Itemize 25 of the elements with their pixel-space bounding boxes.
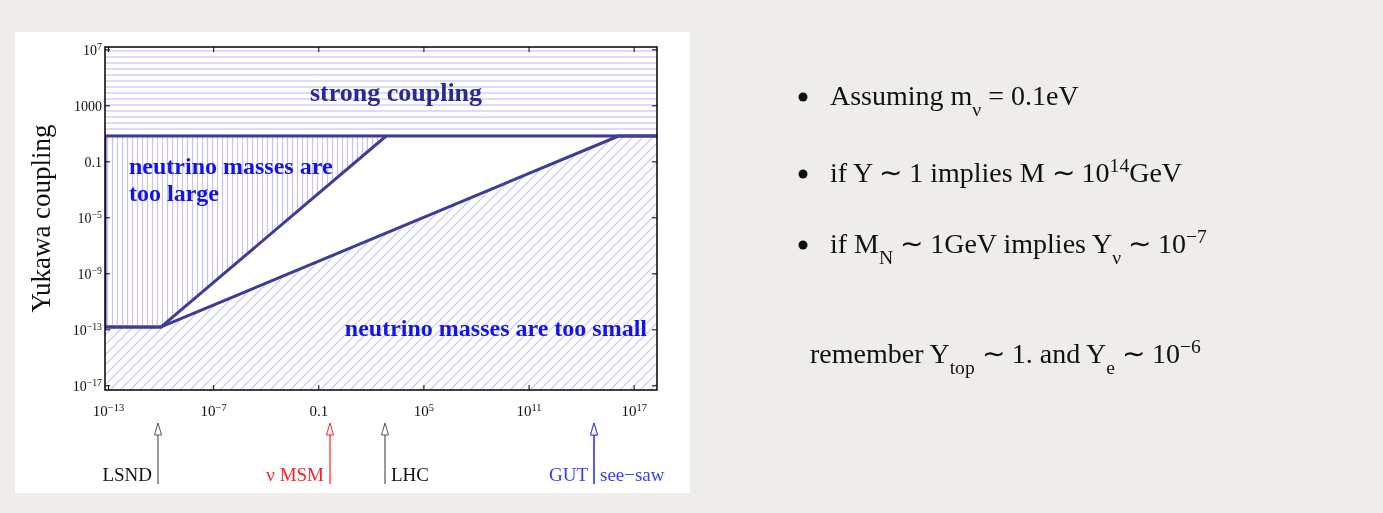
text: ν MSM — [266, 464, 325, 485]
text: LHC — [391, 464, 429, 485]
y-tick-label: 10$^{−9}$ — [77, 264, 103, 282]
x-tick-label: 10$^{5}$ — [413, 401, 435, 419]
y-tick-label: 10$^{−17}$ — [72, 376, 103, 394]
text: if M$_{N}$ ∼ 1GeV implies Y$_{ν}$ ∼ 10$^{−7}$ — [830, 225, 1208, 268]
text: LSND — [102, 464, 152, 485]
x-tick-label: 10$^{11}$ — [516, 401, 542, 419]
text: if Y ∼ 1 implies M ∼ 10$^{14}$GeV — [830, 154, 1183, 188]
y-tick-label: 1000 — [74, 98, 102, 114]
x-tick-label: 0.1 — [309, 403, 329, 419]
y-tick-label: 10$^{−13}$ — [72, 320, 103, 338]
band-label: strong coupling — [309, 77, 483, 107]
y-axis-title: Yukawa coupling — [26, 124, 56, 313]
x-tick-label: 10$^{17}$ — [621, 401, 647, 419]
x-tick-label: 10$^{−7}$ — [200, 401, 227, 419]
series-label: neutrino masses are too large — [129, 153, 333, 207]
y-tick-label: 10$^{−5}$ — [77, 208, 103, 226]
y-tick-label: 10$^{7}$ — [83, 40, 103, 58]
text: Assuming m$_{ν}$ = 0.1eV — [830, 80, 1079, 120]
text: remember Y$_{top}$ ∼ 1. and Y$_{e}$ ∼ 10$^{−6}$ — [810, 335, 1202, 378]
series-label: neutrino masses are too small — [344, 314, 648, 341]
text: see−saw — [600, 464, 665, 485]
y-tick-label: 0.1 — [84, 154, 102, 170]
text: GUT — [548, 464, 589, 485]
